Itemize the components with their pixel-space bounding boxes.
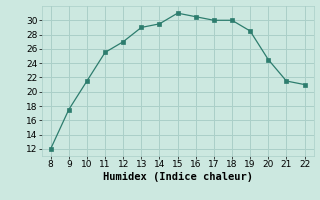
X-axis label: Humidex (Indice chaleur): Humidex (Indice chaleur) (103, 172, 252, 182)
